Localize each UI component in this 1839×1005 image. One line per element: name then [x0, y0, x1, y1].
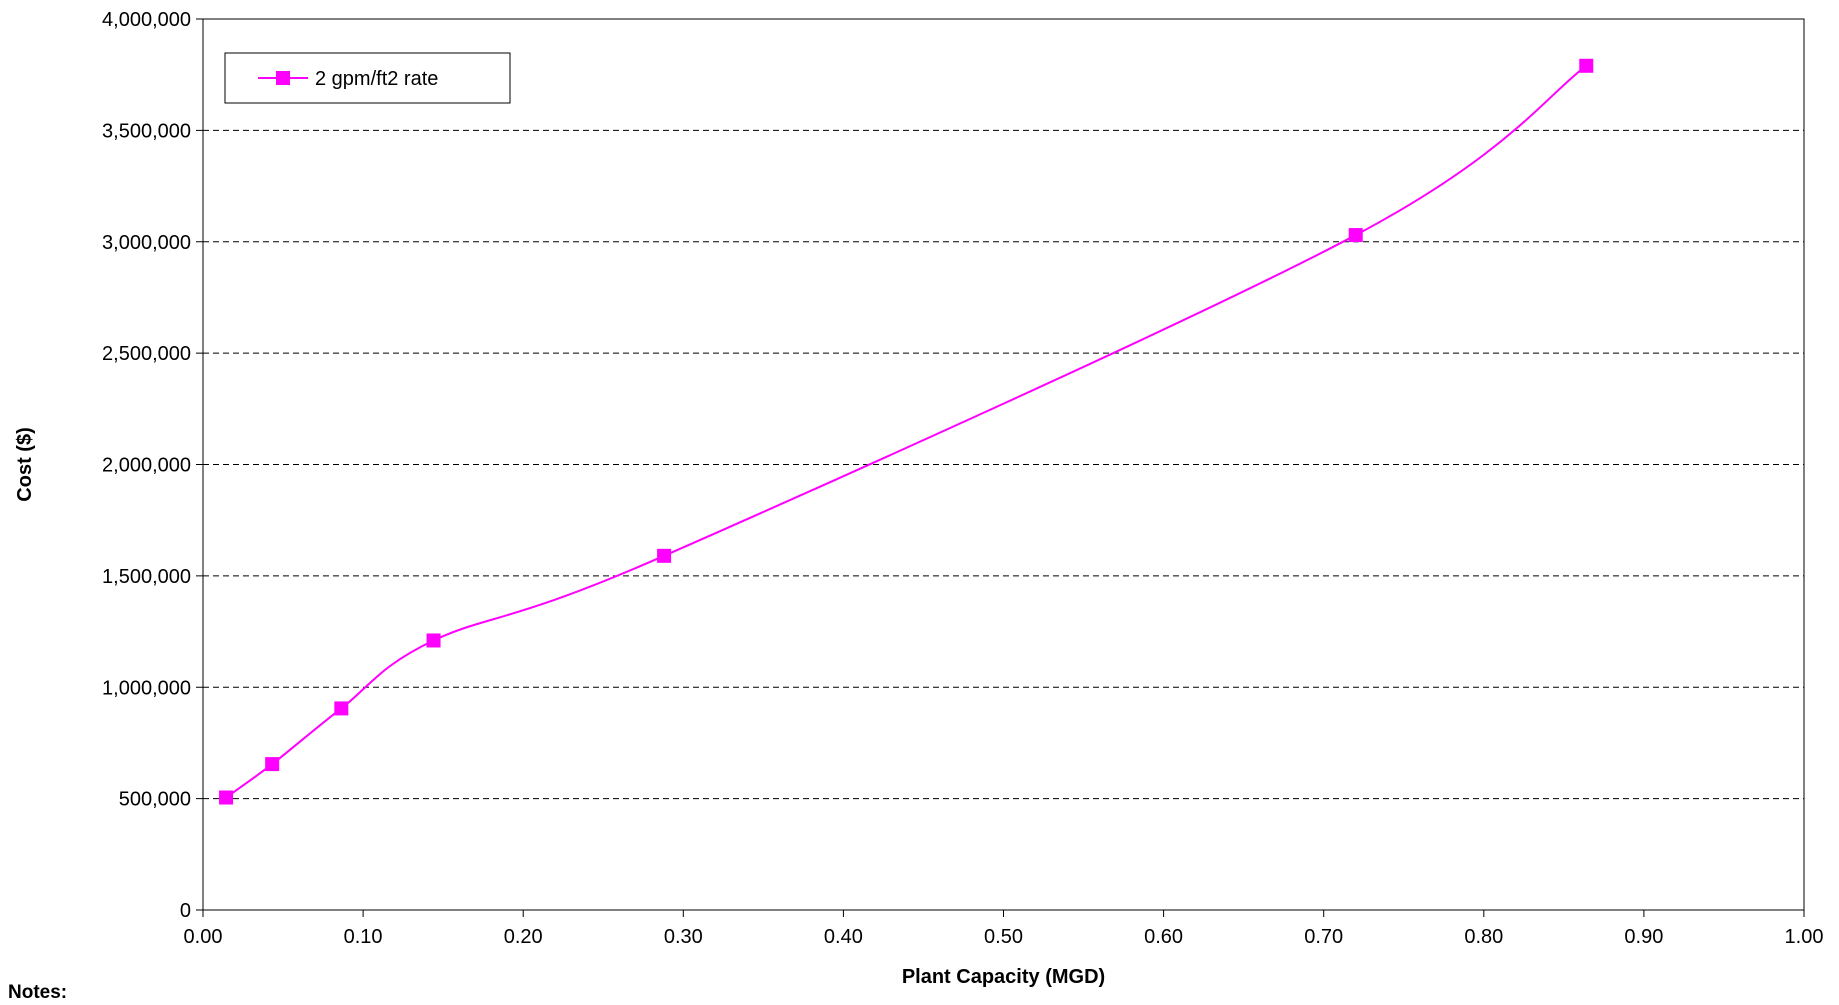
x-axis-title: Plant Capacity (MGD) — [902, 966, 1105, 988]
x-tick-label: 0.80 — [1464, 926, 1503, 948]
data-point — [426, 633, 441, 648]
series — [219, 58, 1594, 805]
legend: 2 gpm/ft2 rate — [224, 52, 511, 104]
x-tick-label: 0.20 — [504, 926, 543, 948]
data-point — [265, 757, 280, 772]
notes-label: Notes: — [8, 982, 68, 1003]
y-tick-label: 1,500,000 — [102, 566, 191, 588]
y-tick-label: 3,500,000 — [102, 120, 191, 142]
y-tick-label: 0 — [180, 900, 191, 922]
tick-labels: 0 500,000 1,000,000 1,500,000 2,000,000 2,500… — [102, 9, 1823, 948]
data-point — [219, 790, 234, 805]
x-tick-label: 0.70 — [1304, 926, 1343, 948]
legend-label: 2 gpm/ft2 rate — [315, 68, 438, 90]
y-axis-title: Cost ($) — [14, 427, 36, 501]
x-tick-label: 0.40 — [824, 926, 863, 948]
y-tick-label: 2,000,000 — [102, 455, 191, 477]
gridlines — [203, 129, 1804, 800]
plot-border — [202, 18, 1805, 911]
x-tick-label: 0.30 — [664, 926, 703, 948]
y-tick-label: 3,000,000 — [102, 232, 191, 254]
y-tick-label: 2,500,000 — [102, 343, 191, 365]
series-line — [225, 64, 1587, 799]
legend-marker — [276, 71, 290, 85]
axes — [196, 18, 1805, 917]
data-point — [334, 701, 349, 716]
data-point — [1579, 58, 1594, 73]
x-tick-label: 1.00 — [1785, 926, 1824, 948]
x-tick-label: 0.60 — [1144, 926, 1183, 948]
data-point — [657, 548, 672, 563]
x-tick-label: 0.10 — [344, 926, 383, 948]
data-point — [1348, 228, 1363, 243]
y-tick-label: 4,000,000 — [102, 9, 191, 31]
y-tick-label: 1,000,000 — [102, 677, 191, 699]
x-tick-label: 0.50 — [984, 926, 1023, 948]
x-tick-label: 0.00 — [184, 926, 223, 948]
y-tick-label: 500,000 — [119, 789, 191, 811]
x-tick-label: 0.90 — [1624, 926, 1663, 948]
